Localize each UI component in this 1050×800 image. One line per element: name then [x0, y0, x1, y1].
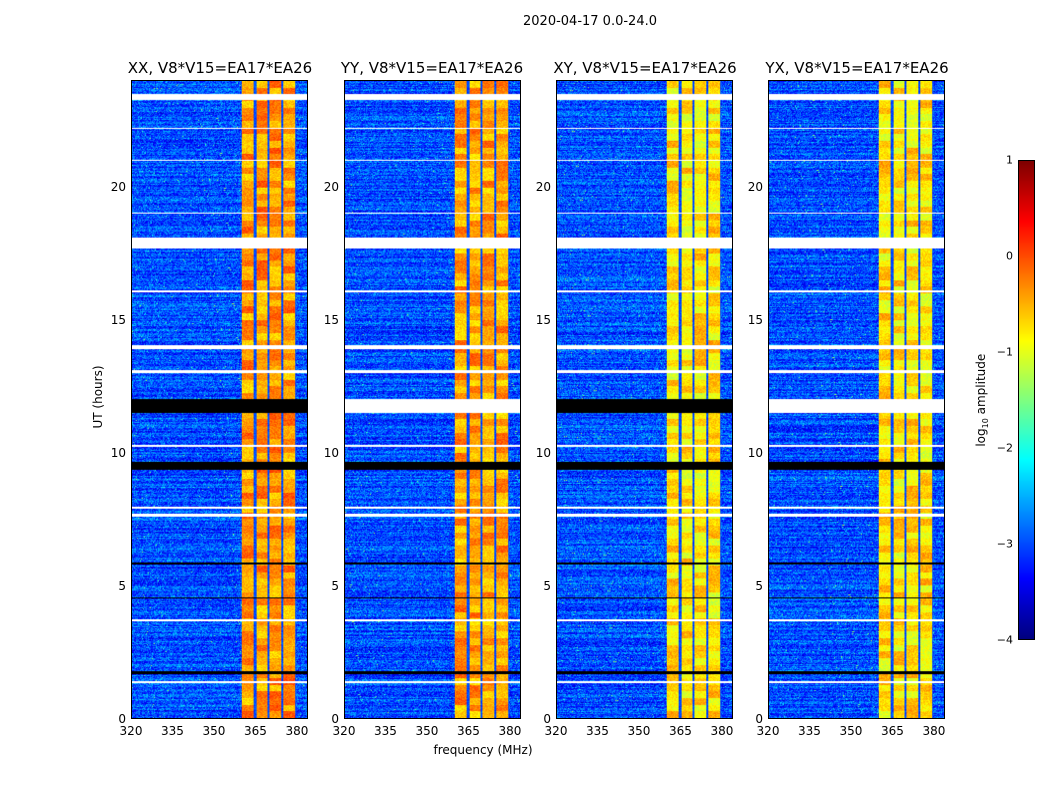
panel-title-yx: YX, V8*V15=EA17*EA26	[765, 59, 949, 77]
y-tick-label: 0	[331, 712, 339, 726]
x-tick-label: 380	[922, 724, 946, 738]
colorbar	[1018, 160, 1035, 640]
y-tick-label: 10	[323, 445, 339, 460]
heatmap-yy	[344, 80, 521, 719]
colorbar-tick-label: −4	[996, 633, 1013, 647]
colorbar-tick-label: −3	[996, 537, 1013, 551]
x-tick-label: 365	[669, 724, 692, 738]
x-tick-label: 335	[586, 724, 609, 738]
y-tick-label: 15	[323, 312, 339, 327]
x-tick-label: 380	[710, 724, 734, 738]
y-tick-label: 15	[535, 312, 551, 327]
y-tick-label: 5	[118, 578, 126, 593]
x-tick-label: 365	[881, 724, 904, 738]
y-tick-label: 15	[747, 312, 763, 327]
colorbar-tick-label: 0	[1006, 249, 1013, 263]
x-tick-label: 350	[202, 724, 226, 738]
colorbar-tick-label: 1	[1006, 153, 1013, 167]
y-tick-label: 0	[755, 712, 763, 726]
y-tick-label: 20	[747, 179, 763, 194]
y-tick-label: 20	[535, 179, 551, 194]
x-tick-label: 335	[798, 724, 821, 738]
colorbar-label: log10 amplitude	[973, 353, 991, 447]
heatmap-xx	[131, 80, 308, 719]
panel-title-yy: YY, V8*V15=EA17*EA26	[340, 59, 524, 77]
y-tick-label: 5	[543, 578, 551, 593]
heatmap-yx	[768, 80, 945, 719]
x-tick-label: 320	[119, 724, 143, 738]
y-tick-label: 0	[543, 712, 551, 726]
colorbar-tick-label: −1	[996, 345, 1013, 359]
figure-title: 2020-04-17 0.0-24.0	[523, 14, 657, 29]
panel-title-xy: XY, V8*V15=EA17*EA26	[553, 59, 737, 77]
y-tick-label: 20	[110, 179, 126, 194]
x-tick-label: 365	[244, 724, 267, 738]
heatmap-xy	[556, 80, 733, 719]
y-tick-label: 0	[118, 712, 126, 726]
y-tick-label: 10	[535, 445, 551, 460]
y-tick-label: 5	[755, 578, 763, 593]
x-tick-label: 365	[457, 724, 480, 738]
y-tick-label: 10	[110, 445, 126, 460]
x-tick-label: 380	[498, 724, 522, 738]
y-tick-label: 15	[110, 312, 126, 327]
x-tick-label: 350	[415, 724, 439, 738]
colorbar-tick-label: −2	[996, 441, 1013, 455]
y-axis-label: UT (hours)	[91, 365, 105, 429]
y-tick-label: 20	[323, 179, 339, 194]
y-tick-label: 10	[747, 445, 763, 460]
x-tick-label: 335	[161, 724, 184, 738]
y-tick-label: 5	[331, 578, 339, 593]
x-tick-label: 320	[332, 724, 356, 738]
x-tick-label: 350	[627, 724, 651, 738]
x-tick-label: 335	[374, 724, 397, 738]
x-tick-label: 320	[544, 724, 568, 738]
x-tick-label: 320	[756, 724, 780, 738]
x-tick-label: 350	[839, 724, 863, 738]
x-tick-label: 380	[285, 724, 309, 738]
panel-title-xx: XX, V8*V15=EA17*EA26	[127, 59, 313, 77]
x-axis-label: frequency (MHz)	[433, 743, 533, 757]
